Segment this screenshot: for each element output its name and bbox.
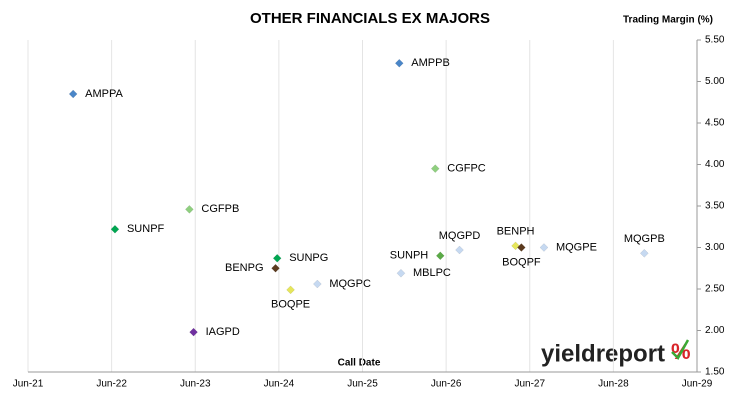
y-tick-label: 1.50 <box>705 367 725 378</box>
data-point <box>110 224 120 234</box>
data-point <box>396 268 406 278</box>
point-label: CGFPB <box>201 203 239 215</box>
data-point <box>455 245 464 255</box>
x-tick-label: Jun-25 <box>347 379 378 390</box>
y-tick-label: 4.00 <box>705 159 725 170</box>
point-label: IAGPD <box>206 326 240 338</box>
point-label: MQGPD <box>439 230 481 242</box>
data-point <box>394 58 404 68</box>
data-point <box>68 89 78 99</box>
y-tick-label: 5.50 <box>705 35 725 46</box>
data-point <box>189 327 198 337</box>
logo-tick <box>671 339 690 361</box>
point-label: MQGPB <box>624 233 665 245</box>
point-label: SUNPF <box>127 223 165 235</box>
x-tick-label: Jun-27 <box>514 379 545 390</box>
point-label: SUNPH <box>390 250 429 262</box>
point-label: MQGPE <box>556 241 597 253</box>
x-tick-label: Jun-21 <box>13 379 44 390</box>
data-point <box>430 164 440 174</box>
x-axis-label: Call Date <box>338 358 381 369</box>
chart-title: OTHER FINANCIALS EX MAJORS <box>250 10 490 27</box>
point-label: SUNPG <box>289 252 328 264</box>
x-tick-label: Jun-29 <box>682 379 713 390</box>
y-axis-label: Trading Margin (%) <box>623 15 713 26</box>
logo: yieldreport <box>541 340 665 367</box>
data-point <box>312 279 322 289</box>
data-point <box>185 204 194 214</box>
point-label: BENPH <box>497 226 535 238</box>
x-tick-label: Jun-22 <box>96 379 127 390</box>
y-tick-label: 2.50 <box>705 284 725 295</box>
x-tick-label: Jun-24 <box>264 379 295 390</box>
data-point <box>511 241 520 251</box>
data-point <box>639 248 649 258</box>
y-tick-label: 5.00 <box>705 76 725 87</box>
x-tick-label: Jun-28 <box>598 379 629 390</box>
point-label: BOQPF <box>502 256 541 268</box>
point-label: BOQPE <box>271 299 310 311</box>
point-label: AMPPB <box>411 57 450 69</box>
y-tick-label: 3.50 <box>705 201 725 212</box>
data-point <box>272 253 282 263</box>
point-label: AMPPA <box>85 88 123 100</box>
y-tick-label: 3.00 <box>705 242 725 253</box>
y-tick-label: 2.00 <box>705 325 725 336</box>
data-point <box>271 263 280 273</box>
data-point <box>539 243 549 252</box>
point-label: CGFPC <box>447 163 486 175</box>
data-point <box>435 251 445 261</box>
point-label: MBLPC <box>413 267 451 279</box>
point-label: MQGPC <box>329 278 371 290</box>
y-tick-label: 4.50 <box>705 118 725 129</box>
x-tick-label: Jun-23 <box>180 379 211 390</box>
data-point <box>286 285 295 295</box>
x-tick-label: Jun-26 <box>431 379 462 390</box>
point-label: BENPG <box>225 262 264 274</box>
data-point <box>517 243 526 252</box>
